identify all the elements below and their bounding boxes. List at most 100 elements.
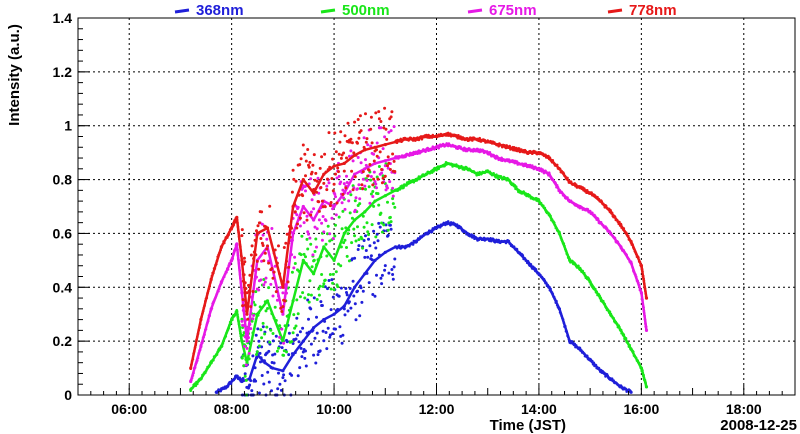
data-point	[391, 202, 395, 206]
data-point	[362, 225, 366, 229]
data-point	[237, 235, 241, 239]
data-point	[290, 253, 294, 257]
data-point	[352, 227, 356, 231]
data-point	[391, 186, 395, 190]
data-point	[574, 183, 578, 186]
data-point	[566, 176, 569, 180]
data-point	[294, 324, 298, 328]
data-point	[325, 347, 329, 351]
data-point	[343, 134, 347, 138]
data-point	[273, 305, 277, 309]
data-point	[293, 351, 297, 355]
data-point	[242, 324, 246, 328]
data-point	[264, 225, 268, 229]
data-point	[377, 221, 381, 225]
data-point	[319, 255, 323, 259]
data-point	[350, 141, 354, 145]
data-point	[199, 317, 203, 321]
data-point	[257, 221, 261, 225]
data-point	[331, 157, 335, 161]
data-point	[643, 282, 646, 286]
data-point	[296, 312, 300, 316]
data-point	[619, 222, 623, 226]
data-point	[287, 308, 291, 312]
data-point	[315, 190, 318, 194]
data-point	[194, 343, 198, 347]
data-point	[347, 300, 351, 304]
data-point	[210, 274, 214, 278]
data-point	[326, 168, 330, 172]
data-point	[236, 221, 239, 225]
data-point	[299, 346, 303, 350]
data-point	[275, 261, 279, 265]
data-point	[310, 170, 314, 174]
data-point	[514, 146, 518, 150]
data-point	[559, 236, 563, 239]
data-point	[353, 285, 357, 289]
data-point	[312, 272, 316, 276]
data-point	[349, 193, 353, 197]
data-point	[236, 315, 240, 319]
data-point	[644, 295, 648, 299]
data-point	[332, 258, 336, 262]
data-point	[321, 205, 325, 209]
legend-item-675nm: 675nm	[467, 2, 537, 19]
data-point	[301, 186, 305, 190]
data-point	[335, 201, 339, 205]
data-point	[247, 283, 250, 287]
data-point	[357, 244, 361, 248]
data-point	[296, 205, 300, 209]
data-point	[644, 292, 647, 295]
data-point	[305, 214, 309, 218]
data-point	[252, 257, 256, 261]
data-point	[311, 163, 315, 167]
data-point	[508, 144, 512, 148]
data-point	[322, 245, 326, 249]
data-point	[312, 326, 316, 330]
data-point	[301, 204, 305, 209]
data-point	[634, 275, 638, 279]
data-point	[418, 237, 422, 240]
data-point	[312, 207, 316, 211]
data-point	[354, 239, 358, 243]
data-point	[241, 298, 245, 302]
data-point	[259, 328, 263, 332]
data-point	[386, 164, 389, 168]
data-point	[243, 372, 247, 376]
data-point	[301, 178, 305, 182]
data-point	[416, 136, 419, 139]
data-point	[459, 135, 462, 138]
data-point	[459, 145, 462, 149]
data-point	[353, 199, 357, 203]
data-point	[379, 276, 383, 280]
data-point	[391, 194, 395, 198]
data-point	[497, 238, 501, 242]
data-point	[543, 206, 547, 210]
data-point	[228, 263, 232, 266]
data-point	[612, 379, 615, 382]
data-point	[345, 254, 349, 258]
data-point	[236, 253, 240, 257]
data-point	[263, 300, 267, 304]
data-point	[373, 258, 377, 262]
data-point	[553, 296, 556, 299]
data-point	[383, 164, 387, 168]
data-point	[218, 250, 222, 254]
data-point	[340, 201, 344, 205]
data-point	[457, 164, 460, 168]
data-point	[342, 161, 346, 165]
data-point	[233, 377, 236, 381]
data-point	[258, 305, 262, 309]
data-point	[387, 161, 391, 165]
data-point	[323, 278, 327, 282]
data-point	[586, 208, 590, 211]
data-point	[402, 186, 405, 189]
data-point	[307, 232, 310, 236]
data-point	[389, 129, 393, 133]
data-point	[558, 230, 561, 234]
data-point	[588, 209, 592, 213]
data-point	[261, 244, 265, 247]
data-point	[190, 376, 194, 380]
data-point	[350, 216, 354, 220]
data-point	[290, 238, 294, 242]
